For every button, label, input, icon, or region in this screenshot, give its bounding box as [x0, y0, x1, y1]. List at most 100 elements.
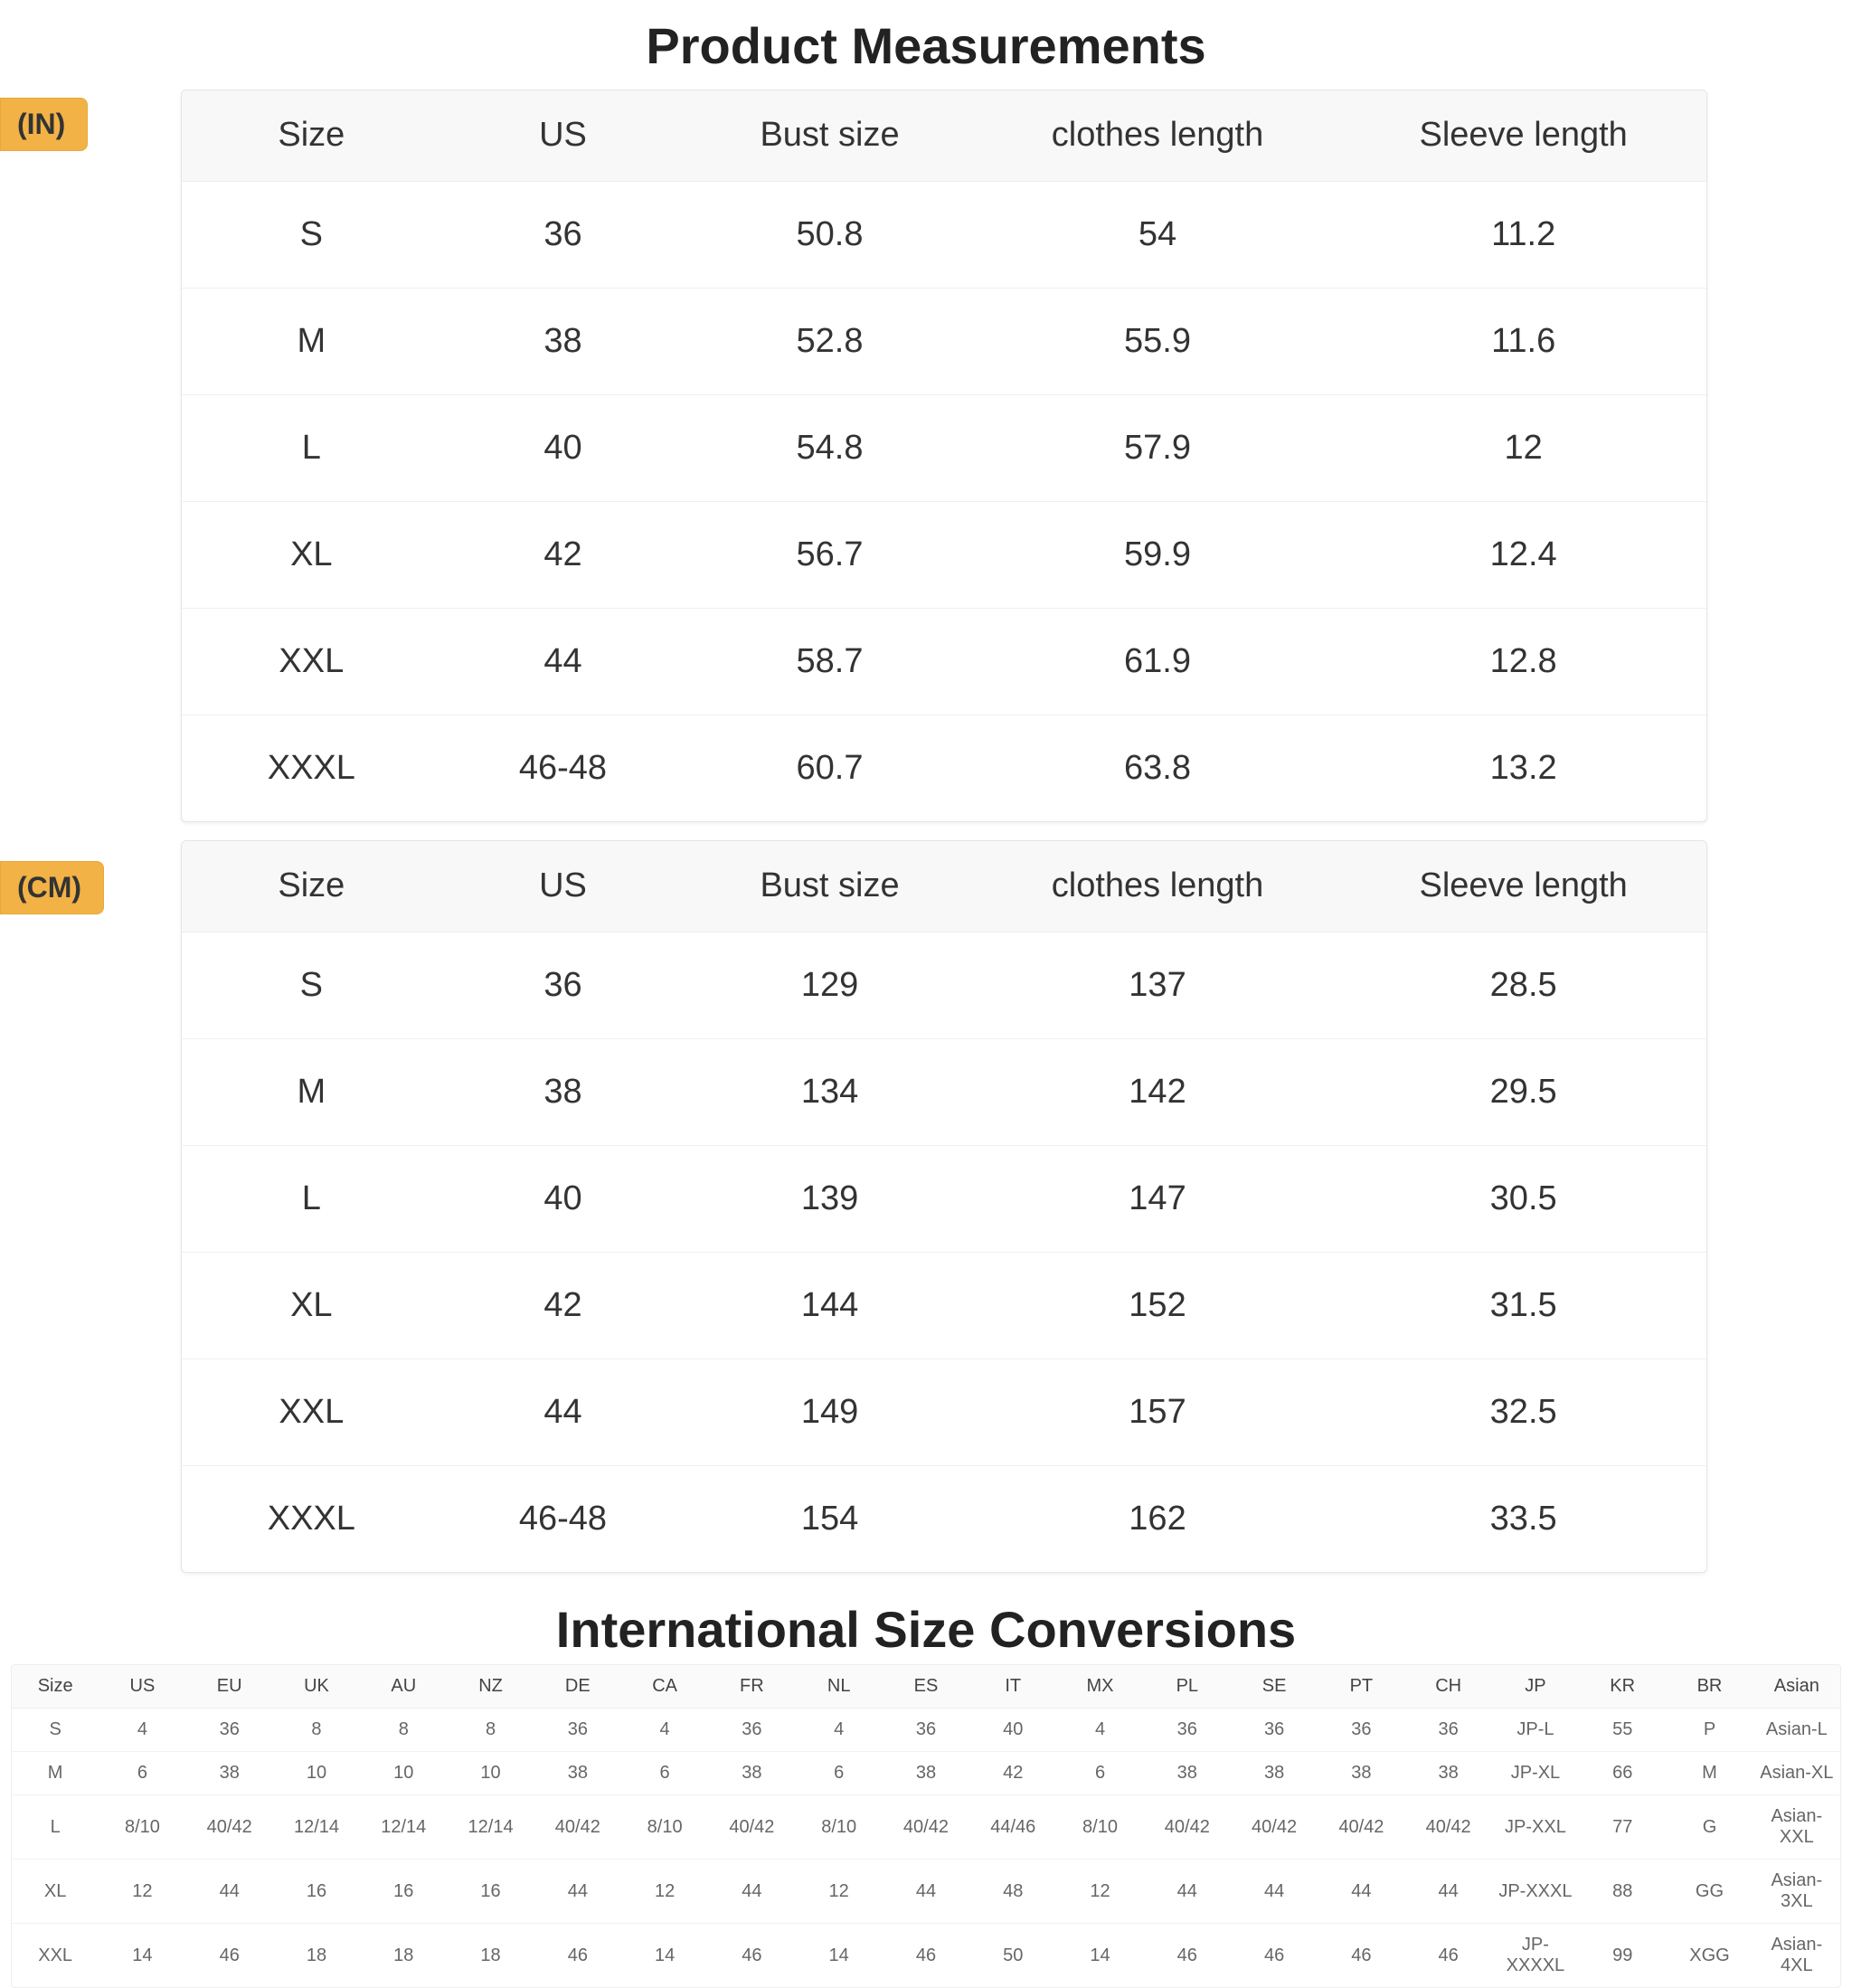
table-cell: 144	[685, 1252, 974, 1358]
table-cell: JP-L	[1492, 1709, 1579, 1752]
table-cell: 54.8	[685, 394, 974, 501]
table-cell: S	[182, 932, 441, 1038]
table-cell: S	[182, 181, 441, 288]
table-cell: 46	[883, 1924, 969, 1988]
table-cell: 36	[1405, 1709, 1492, 1752]
table-cell: G	[1666, 1795, 1753, 1860]
table-cell: 38	[186, 1752, 273, 1795]
table-cell: 129	[685, 932, 974, 1038]
table-row: XXL4414915732.5	[182, 1358, 1706, 1465]
table-cell: 61.9	[975, 608, 1341, 715]
table-cell: 36	[1144, 1709, 1231, 1752]
table-cell: XXXL	[182, 1465, 441, 1572]
table-cell: 11.6	[1340, 288, 1706, 394]
column-header: clothes length	[975, 841, 1341, 932]
table-cell: 40/42	[534, 1795, 621, 1860]
table-cell: 12	[1340, 394, 1706, 501]
table-cell: L	[182, 394, 441, 501]
table-cell: 12	[796, 1860, 883, 1924]
column-header: Sleeve length	[1340, 841, 1706, 932]
table-cell: 6	[1056, 1752, 1143, 1795]
table-row: XXXL46-4860.763.813.2	[182, 715, 1706, 821]
table-cell: P	[1666, 1709, 1753, 1752]
table-cell: 4	[1056, 1709, 1143, 1752]
table-cell: XXXL	[182, 715, 441, 821]
table-cell: 36	[1231, 1709, 1318, 1752]
table-header-row: SizeUSBust sizeclothes lengthSleeve leng…	[182, 90, 1706, 181]
table-cell: 54	[975, 181, 1341, 288]
table-cell: XL	[182, 1252, 441, 1358]
table-header-row: SizeUSBust sizeclothes lengthSleeve leng…	[182, 841, 1706, 932]
table-cell: M	[182, 288, 441, 394]
table-cell: 56.7	[685, 501, 974, 608]
table-cell: 40/42	[1405, 1795, 1492, 1860]
table-cell: 8/10	[621, 1795, 708, 1860]
column-header: PL	[1144, 1665, 1231, 1709]
table-cell: 38	[1318, 1752, 1404, 1795]
table-cell: 31.5	[1340, 1252, 1706, 1358]
table-cell: 8	[360, 1709, 447, 1752]
table-cell: JP-XXXXL	[1492, 1924, 1579, 1988]
table-cell: JP-XL	[1492, 1752, 1579, 1795]
table-cell: 36	[883, 1709, 969, 1752]
column-header: PT	[1318, 1665, 1404, 1709]
table-cell: XGG	[1666, 1924, 1753, 1988]
table-cell: 46	[186, 1924, 273, 1988]
table-cell: 38	[441, 1038, 685, 1145]
table-cell: 36	[441, 181, 685, 288]
table-row: M3813414229.5	[182, 1038, 1706, 1145]
table-cell: 63.8	[975, 715, 1341, 821]
table-cell: Asian-XXL	[1753, 1795, 1840, 1860]
table-cell: 52.8	[685, 288, 974, 394]
column-header: CH	[1405, 1665, 1492, 1709]
table-row: M6381010103863863842638383838JP-XL66MAsi…	[12, 1752, 1840, 1795]
table-cell: 42	[441, 501, 685, 608]
table-cell: 46	[1231, 1924, 1318, 1988]
table-cell: 44	[441, 608, 685, 715]
table-cell: 40/42	[883, 1795, 969, 1860]
table-cell: L	[182, 1145, 441, 1252]
table-cell: 11.2	[1340, 181, 1706, 288]
table-cell: 10	[447, 1752, 534, 1795]
table-cell: XL	[12, 1860, 99, 1924]
column-header: Size	[12, 1665, 99, 1709]
column-header: IT	[969, 1665, 1056, 1709]
table-cell: 40/42	[1318, 1795, 1404, 1860]
table-cell: 16	[447, 1860, 534, 1924]
table-row: XL12441616164412441244481244444444JP-XXX…	[12, 1860, 1840, 1924]
table-cell: 38	[708, 1752, 795, 1795]
column-header: EU	[186, 1665, 273, 1709]
table-cell: 57.9	[975, 394, 1341, 501]
table-cell: 40	[441, 1145, 685, 1252]
table-cell: 46	[1318, 1924, 1404, 1988]
table-cell: 16	[273, 1860, 360, 1924]
table-cell: 162	[975, 1465, 1341, 1572]
table-cell: 44/46	[969, 1795, 1056, 1860]
table-cell: JP-XXXL	[1492, 1860, 1579, 1924]
column-header: MX	[1056, 1665, 1143, 1709]
table-cell: M	[182, 1038, 441, 1145]
table-cell: 4	[99, 1709, 185, 1752]
column-header: US	[441, 90, 685, 181]
column-header: US	[441, 841, 685, 932]
table-cell: 10	[273, 1752, 360, 1795]
table-cell: 44	[1405, 1860, 1492, 1924]
table-row: XL4256.759.912.4	[182, 501, 1706, 608]
table-cell: 14	[621, 1924, 708, 1988]
table-cell: 32.5	[1340, 1358, 1706, 1465]
table-cell: 10	[360, 1752, 447, 1795]
table-cell: 6	[796, 1752, 883, 1795]
table-cell: 6	[99, 1752, 185, 1795]
table-cell: 29.5	[1340, 1038, 1706, 1145]
table-row: S3650.85411.2	[182, 181, 1706, 288]
table-cell: 55	[1579, 1709, 1666, 1752]
table-cell: 8/10	[99, 1795, 185, 1860]
table-cell: 46-48	[441, 715, 685, 821]
page-title: Product Measurements	[0, 0, 1852, 86]
column-header: ES	[883, 1665, 969, 1709]
table-cell: 50.8	[685, 181, 974, 288]
table-cell: Asian-L	[1753, 1709, 1840, 1752]
column-header: UK	[273, 1665, 360, 1709]
table-cell: 36	[441, 932, 685, 1038]
table-cell: M	[12, 1752, 99, 1795]
